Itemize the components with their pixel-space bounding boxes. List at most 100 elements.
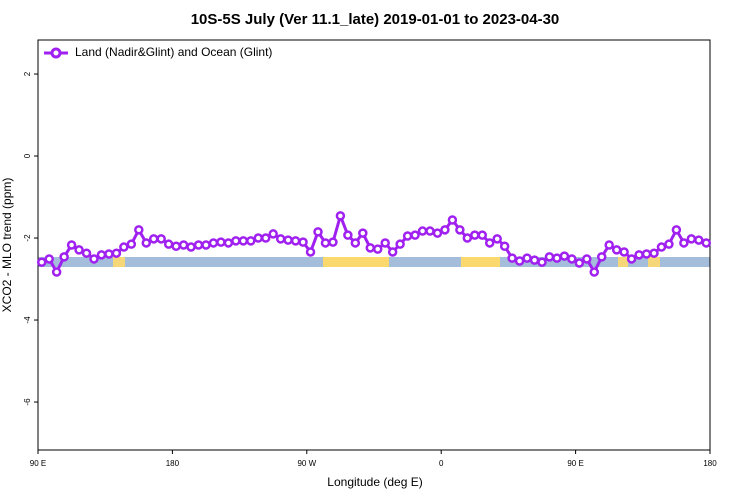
data-point (432, 228, 443, 238)
data-point (148, 234, 159, 244)
data-point (641, 249, 652, 259)
y-tick-label: -6 (23, 398, 32, 406)
data-point (484, 238, 495, 248)
data-point (163, 239, 174, 249)
data-point (425, 226, 435, 236)
data-point (477, 230, 488, 240)
data-point (201, 240, 211, 250)
data-point (156, 234, 166, 244)
data-point (320, 238, 331, 248)
x-tick-label: 180 (166, 459, 180, 468)
data-point (260, 233, 271, 243)
data-point (529, 255, 540, 265)
data-point (231, 236, 241, 246)
data-point (671, 225, 682, 235)
data-point (126, 239, 137, 249)
data-point (679, 238, 689, 248)
data-point (589, 267, 600, 277)
data-point (134, 225, 144, 235)
data-point (246, 236, 256, 246)
x-tick-label: 0 (439, 459, 444, 468)
data-point (305, 247, 316, 257)
data-point (178, 240, 189, 250)
data-point (596, 252, 607, 262)
land-band (323, 257, 389, 267)
data-point (447, 215, 458, 225)
data-point (686, 234, 697, 244)
data-point (51, 267, 62, 277)
legend: Land (Nadir&Glint) and Ocean (Glint) (44, 45, 272, 59)
data-point (275, 234, 286, 244)
data-point (462, 233, 473, 243)
data-point (402, 231, 413, 241)
data-point (96, 250, 107, 260)
data-point (380, 238, 390, 248)
data-point (119, 242, 129, 252)
data-point (559, 251, 570, 261)
data-point (343, 230, 353, 240)
data-point (208, 238, 219, 248)
chart-title: 10S-5S July (Ver 11.1_late) 2019-01-01 t… (191, 11, 560, 28)
data-point (499, 241, 510, 251)
data-point (253, 233, 264, 243)
data-point (417, 226, 428, 236)
data-point (141, 238, 152, 248)
data-point (552, 253, 562, 263)
y-tick-label: -4 (23, 316, 32, 324)
data-point (358, 228, 368, 238)
data-point (186, 242, 196, 252)
data-point (350, 238, 361, 248)
data-point (649, 248, 659, 258)
data-point (328, 237, 338, 247)
data-point (611, 245, 622, 255)
y-axis-label: XCO2 - MLO trend (ppm) (0, 178, 14, 313)
data-point (626, 254, 637, 264)
y-tick-label: -2 (23, 234, 32, 242)
y-tick-label: 2 (23, 71, 32, 76)
land-band (113, 257, 125, 267)
data-point (171, 241, 181, 251)
data-point (104, 249, 114, 259)
data-point (544, 252, 555, 262)
data-point (238, 236, 249, 246)
data-point (387, 247, 398, 257)
x-tick-label: 90 E (30, 459, 46, 468)
data-point (514, 256, 525, 266)
x-tick-label: 180 (703, 459, 717, 468)
data-point (193, 240, 204, 250)
data-point (89, 254, 99, 264)
legend-label: Land (Nadir&Glint) and Ocean (Glint) (75, 45, 272, 59)
data-point (604, 240, 614, 250)
data-point (567, 254, 577, 264)
data-point (313, 227, 323, 237)
data-point (298, 237, 308, 247)
data-point (656, 242, 667, 252)
data-point (507, 253, 517, 263)
data-point (365, 243, 376, 253)
data-point (455, 225, 465, 235)
data-point (372, 244, 383, 254)
y-tick-label: 0 (23, 153, 32, 158)
land-band (461, 257, 500, 267)
data-point (335, 211, 346, 221)
data-point (111, 248, 122, 258)
x-axis-label: Longitude (deg E) (327, 475, 422, 489)
data-point (470, 230, 480, 240)
data-point (74, 245, 84, 255)
x-tick-label: 90 E (567, 459, 583, 468)
data-point (59, 252, 69, 262)
data-point (537, 257, 547, 267)
legend-marker (50, 47, 62, 59)
data-point (216, 237, 226, 247)
data-point (574, 258, 585, 268)
data-point (283, 235, 293, 245)
data-point (440, 225, 450, 235)
data-point (619, 247, 629, 257)
land-band (618, 257, 628, 267)
data-point (36, 257, 47, 267)
data-point (492, 234, 502, 244)
data-point (634, 250, 644, 260)
data-point (410, 230, 420, 240)
data-point (395, 239, 405, 249)
